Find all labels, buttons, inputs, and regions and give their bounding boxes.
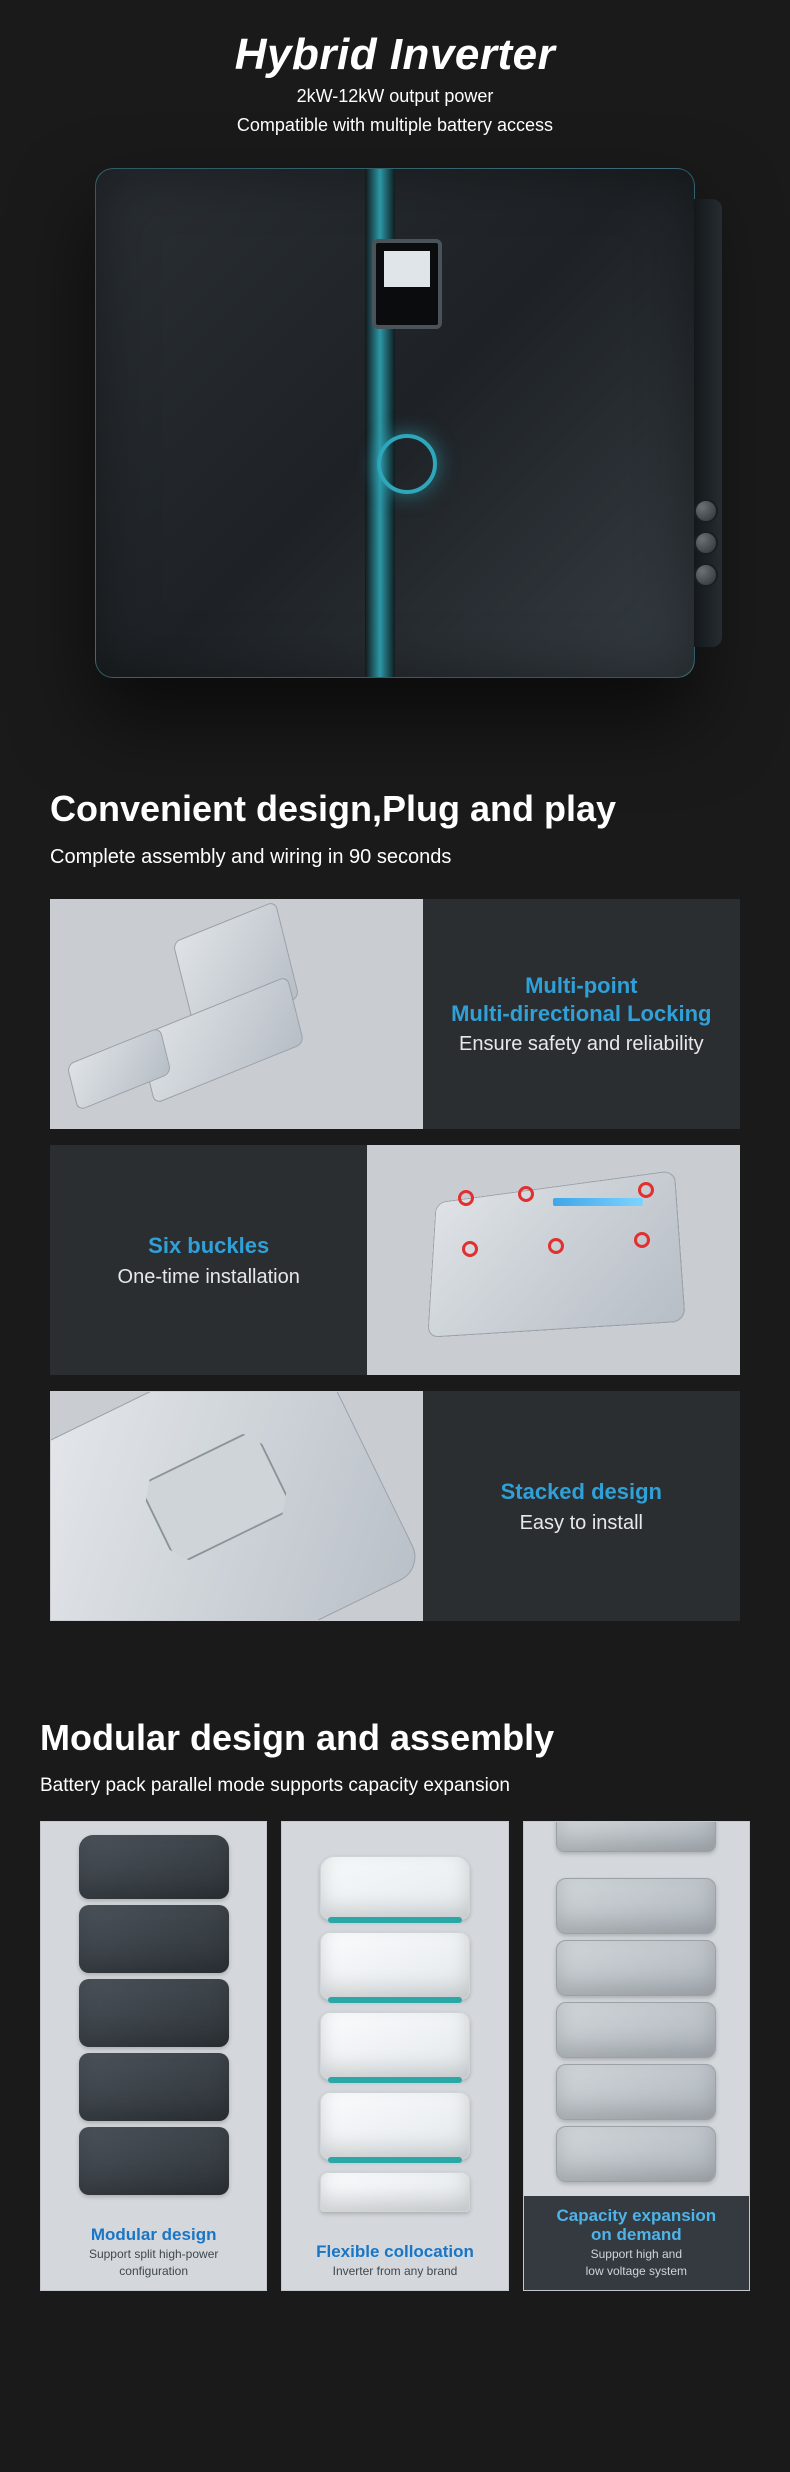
card-1-sub-2: configuration (49, 2265, 258, 2279)
modular-subtitle: Battery pack parallel mode supports capa… (40, 1775, 750, 1797)
card-3-image (524, 1822, 749, 2195)
feature-row-1: Multi-point Multi-directional Locking En… (50, 899, 740, 1129)
feature-2-title: Six buckles (148, 1232, 269, 1260)
feature-2-sub: One-time installation (118, 1266, 300, 1289)
hero-subtitle-2: Compatible with multiple battery access (50, 113, 740, 138)
card-2-image (282, 1822, 507, 2232)
modular-card-2: Flexible collocation Inverter from any b… (281, 1821, 508, 2291)
feature-1-title-line-2: Multi-directional Locking (451, 1000, 711, 1028)
hero-section: Hybrid Inverter 2kW-12kW output power Co… (0, 0, 790, 748)
card-1-sub-1: Support split high-power (49, 2248, 258, 2262)
feature-row-2: Six buckles One-time installation (50, 1145, 740, 1375)
card-1-image (41, 1822, 266, 2215)
modular-card-3: Capacity expansion on demand Support hig… (523, 1821, 750, 2291)
hero-title: Hybrid Inverter (50, 30, 740, 80)
feature-3-title: Stacked design (501, 1478, 662, 1506)
card-1-caption: Modular design Support split high-power … (41, 2215, 266, 2290)
feature-image-1 (50, 899, 423, 1129)
feature-3-sub: Easy to install (520, 1512, 643, 1535)
feature-text-3: Stacked design Easy to install (423, 1391, 740, 1621)
modular-section: Modular design and assembly Battery pack… (0, 1667, 790, 2331)
card-1-title: Modular design (49, 2225, 258, 2245)
modular-title: Modular design and assembly (40, 1717, 750, 1759)
hero-product-image (95, 168, 695, 678)
card-3-title-1: Capacity expansion (532, 2206, 741, 2226)
card-3-sub-2: low voltage system (532, 2265, 741, 2279)
hero-subtitle-1: 2kW-12kW output power (50, 84, 740, 109)
feature-image-2 (367, 1145, 740, 1375)
feature-1-title-line-1: Multi-point (525, 972, 637, 1000)
card-3-title-2: on demand (532, 2225, 741, 2245)
feature-image-3 (50, 1391, 423, 1621)
card-3-sub-1: Support high and (532, 2248, 741, 2262)
convenient-subtitle: Complete assembly and wiring in 90 secon… (50, 846, 740, 869)
card-2-title: Flexible collocation (290, 2242, 499, 2262)
convenient-section: Convenient design,Plug and play Complete… (0, 748, 790, 1667)
modular-card-1: Modular design Support split high-power … (40, 1821, 267, 2291)
modular-cards: Modular design Support split high-power … (40, 1821, 750, 2291)
feature-1-sub: Ensure safety and reliability (459, 1033, 704, 1056)
convenient-title: Convenient design,Plug and play (50, 788, 740, 830)
card-2-caption: Flexible collocation Inverter from any b… (282, 2232, 507, 2290)
feature-text-1: Multi-point Multi-directional Locking En… (423, 899, 740, 1129)
feature-row-3: Stacked design Easy to install (50, 1391, 740, 1621)
card-2-sub-1: Inverter from any brand (290, 2265, 499, 2279)
card-3-caption: Capacity expansion on demand Support hig… (524, 2196, 749, 2291)
feature-text-2: Six buckles One-time installation (50, 1145, 367, 1375)
